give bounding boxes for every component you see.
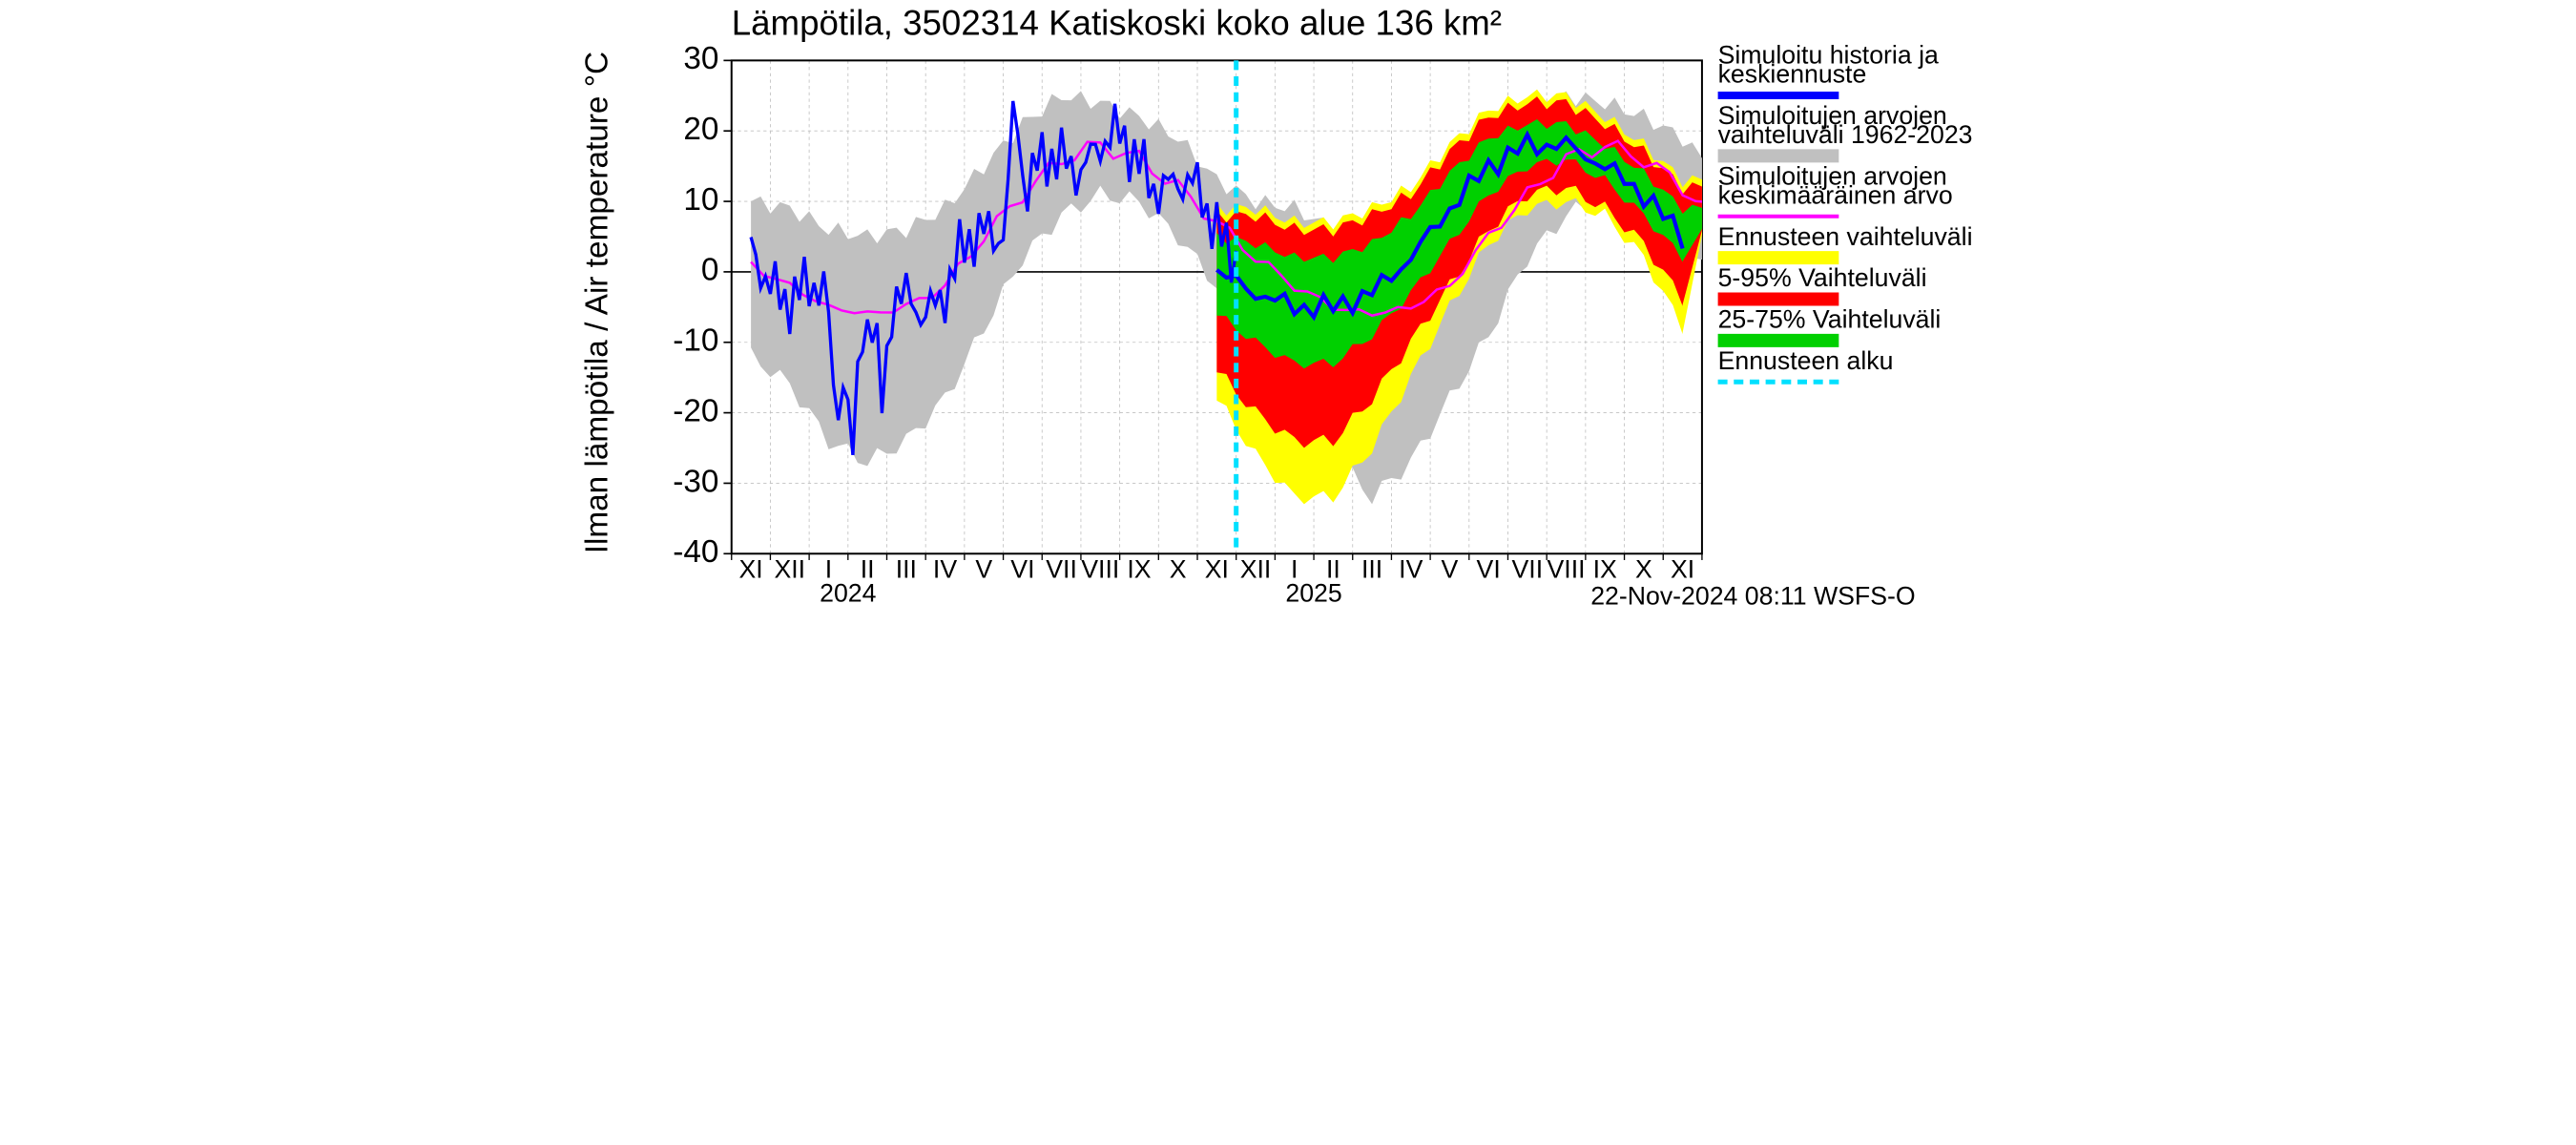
y-tick-label: -10 xyxy=(673,323,718,359)
chart-title: Lämpötila, 3502314 Katiskoski koko alue … xyxy=(732,4,1502,43)
legend-label: 25-75% Vaihteluväli xyxy=(1718,305,1942,334)
x-tick-label: IX xyxy=(1127,554,1151,583)
x-tick-label: VIII xyxy=(1081,554,1119,583)
y-tick-label: -20 xyxy=(673,393,718,428)
y-tick-label: 30 xyxy=(683,41,718,76)
x-tick-label: VII xyxy=(1512,554,1544,583)
x-tick-label: V xyxy=(975,554,992,583)
x-tick-label: IX xyxy=(1593,554,1617,583)
legend: Simuloitu historia jakeskiennusteSimuloi… xyxy=(1718,41,1973,383)
x-tick-label: VI xyxy=(1477,554,1501,583)
x-tick-label: VII xyxy=(1046,554,1077,583)
x-tick-label: XI xyxy=(1671,554,1694,583)
x-tick-label: III xyxy=(1361,554,1382,583)
x-tick-label: X xyxy=(1635,554,1652,583)
year-label: 2025 xyxy=(1285,578,1341,607)
x-tick-label: V xyxy=(1442,554,1459,583)
legend-label: 5-95% Vaihteluväli xyxy=(1718,263,1927,292)
legend-label: Ennusteen alku xyxy=(1718,346,1894,375)
x-tick-label: X xyxy=(1170,554,1187,583)
y-axis-label: Ilman lämpötila / Air temperature °C xyxy=(580,52,615,553)
data-layers xyxy=(751,90,1751,505)
year-label: 2024 xyxy=(820,578,877,607)
x-tick-label: IV xyxy=(1399,554,1423,583)
x-tick-label: VI xyxy=(1010,554,1034,583)
x-tick-label: XII xyxy=(1240,554,1272,583)
y-tick-label: 20 xyxy=(683,112,718,147)
y-tick-label: -30 xyxy=(673,464,718,499)
legend-label: keskiennuste xyxy=(1718,60,1867,89)
chart-container: -40-30-20-100102030XIXIIIIIIIIIVVVIVIIVI… xyxy=(572,0,2004,636)
legend-label: keskimääräinen arvo xyxy=(1718,180,1953,209)
chart-svg: -40-30-20-100102030XIXIIIIIIIIIVVVIVIIVI… xyxy=(572,0,2004,636)
x-tick-label: XII xyxy=(774,554,805,583)
legend-label: Ennusteen vaihteluväli xyxy=(1718,222,1973,251)
legend-label: vaihteluväli 1962-2023 xyxy=(1718,120,1973,149)
x-tick-label: III xyxy=(896,554,917,583)
y-tick-label: 10 xyxy=(683,182,718,218)
x-tick-label: XI xyxy=(738,554,762,583)
x-tick-label: IV xyxy=(933,554,957,583)
y-tick-label: -40 xyxy=(673,534,718,570)
footer-text: 22-Nov-2024 08:11 WSFS-O xyxy=(1590,582,1915,611)
x-tick-label: VIII xyxy=(1548,554,1586,583)
y-tick-label: 0 xyxy=(701,253,719,288)
x-tick-label: XI xyxy=(1205,554,1229,583)
